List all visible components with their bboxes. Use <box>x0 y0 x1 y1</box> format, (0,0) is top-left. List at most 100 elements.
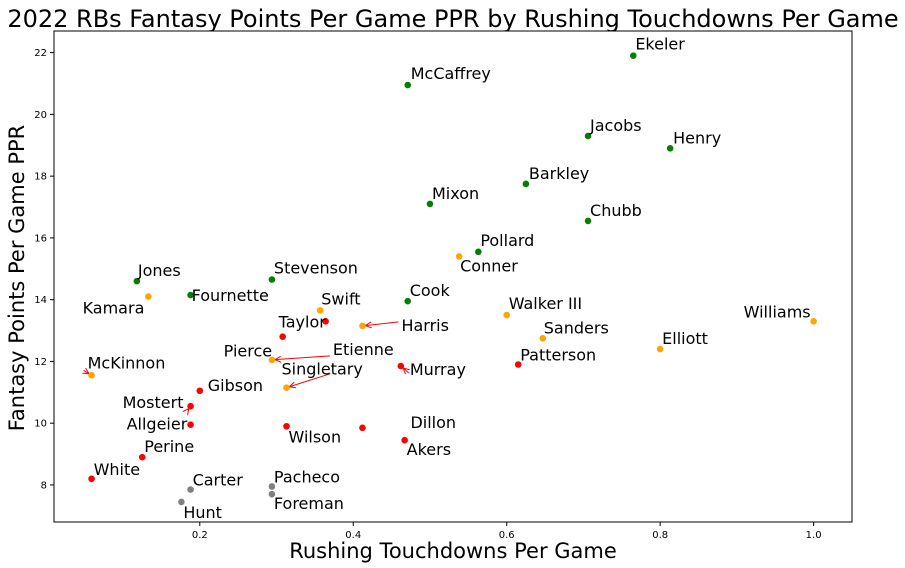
y-axis-ticks: 8 10 12 14 16 18 20 22 <box>34 48 54 491</box>
scatter-point <box>316 307 324 314</box>
y-tick-label: 14 <box>34 295 47 306</box>
point-label: Elliott <box>662 329 708 348</box>
point-label: McCaffrey <box>411 64 491 83</box>
point-label: Sanders <box>544 318 609 337</box>
scatter-point <box>630 52 637 60</box>
y-tick-label: 16 <box>34 233 47 244</box>
scatter-point <box>455 253 463 260</box>
annotation-arrow-head <box>365 321 372 329</box>
point-label: Murray <box>410 360 466 379</box>
y-tick-label: 12 <box>34 357 47 368</box>
point-label: White <box>94 460 141 479</box>
point-label: Pacheco <box>274 467 340 486</box>
x-axis-label: Rushing Touchdowns Per Game <box>289 539 617 563</box>
point-labels: Ekeler McCaffrey Jacobs Henry Barkley Mixon Ch… <box>83 35 811 522</box>
y-tick-label: 22 <box>34 48 47 59</box>
scatter-point <box>178 498 185 506</box>
scatter-point <box>426 200 434 208</box>
point-label: Fournette <box>192 286 269 305</box>
point-label: Stevenson <box>274 259 358 278</box>
scatter-point <box>196 387 204 395</box>
scatter-point <box>666 145 674 152</box>
scatter-point <box>187 486 194 493</box>
point-label: Swift <box>321 289 360 308</box>
point-label: Gibson <box>208 376 263 395</box>
x-tick-label: 0.4 <box>345 530 361 541</box>
x-tick-label: 0.6 <box>499 530 515 541</box>
point-label: Patterson <box>520 346 596 365</box>
scatter-point <box>475 248 482 256</box>
point-label: Jones <box>137 261 181 280</box>
annotation-arrow-head <box>182 408 190 416</box>
point-label: Cook <box>410 281 451 300</box>
point-label: Conner <box>460 256 518 275</box>
scatter-point <box>656 345 664 353</box>
annotation-arrow-line <box>402 367 410 374</box>
annotation-arrow-head <box>402 367 410 375</box>
point-label: McKinnon <box>88 353 166 372</box>
scatter-point <box>359 322 366 330</box>
annotation-arrow-line <box>289 373 331 388</box>
point-label: Williams <box>744 302 811 321</box>
point-label: Singletary <box>281 360 362 379</box>
point-label: Perine <box>144 437 194 456</box>
point-label: Kamara <box>83 299 145 318</box>
point-label: Jacobs <box>589 116 642 135</box>
point-label: Hunt <box>183 503 222 522</box>
scatter-point <box>322 317 329 325</box>
point-label: Carter <box>193 471 244 490</box>
point-label: Mixon <box>432 184 479 203</box>
x-tick-label: 0.8 <box>652 530 668 541</box>
scatter-point <box>145 293 152 300</box>
scatter-point <box>268 490 276 498</box>
scatter-point <box>514 361 522 368</box>
point-label: Chubb <box>590 201 642 220</box>
annotation-arrow-line <box>365 321 399 327</box>
y-tick-label: 20 <box>34 110 47 121</box>
scatter-point <box>539 334 547 342</box>
point-label: Ekeler <box>635 35 685 54</box>
point-label: Dillon <box>410 413 456 432</box>
x-tick-label: 1.0 <box>806 530 822 541</box>
x-axis-ticks: 0.2 0.4 0.6 0.8 1.0 <box>192 522 822 541</box>
data-points <box>88 52 817 506</box>
scatter-point <box>187 402 194 410</box>
point-label: Wilson <box>288 427 341 446</box>
annotation-arrow-head <box>289 381 297 389</box>
annotation-arrow-head <box>274 355 282 363</box>
y-tick-label: 10 <box>34 419 47 430</box>
scatter-point <box>522 180 530 188</box>
scatter-point <box>397 362 405 370</box>
plot-area <box>53 30 853 523</box>
y-tick-label: 18 <box>34 172 47 183</box>
point-label: Mostert <box>123 393 184 412</box>
scatter-point <box>359 424 366 432</box>
scatter-point <box>404 297 412 305</box>
scatter-point <box>503 311 511 319</box>
scatter-point <box>283 422 290 430</box>
scatter-point <box>268 483 276 490</box>
point-label: Walker III <box>509 294 582 313</box>
point-label: Allgeier <box>127 415 188 434</box>
scatter-point <box>404 81 412 89</box>
chart-title: 2022 RBs Fantasy Points Per Game PPR by … <box>7 5 898 33</box>
scatter-point <box>138 453 146 461</box>
scatter-point <box>88 372 95 379</box>
annotation-arrows <box>82 321 410 416</box>
point-label: Taylor <box>278 312 327 331</box>
point-label: Etienne <box>333 340 394 359</box>
scatter-point <box>187 291 194 299</box>
scatter-point <box>810 317 817 325</box>
annotation-arrow-line <box>274 355 330 361</box>
y-tick-label: 8 <box>41 480 47 491</box>
scatter-point <box>584 132 592 140</box>
scatter-point <box>187 421 194 429</box>
scatter-point <box>584 217 592 225</box>
point-label: Pollard <box>480 231 534 250</box>
point-label: Barkley <box>529 164 589 183</box>
scatter-point <box>268 356 276 364</box>
y-axis-label: Fantasy Points Per Game PPR <box>5 125 29 432</box>
x-tick-label: 0.2 <box>192 530 208 541</box>
point-label: Akers <box>407 440 451 459</box>
